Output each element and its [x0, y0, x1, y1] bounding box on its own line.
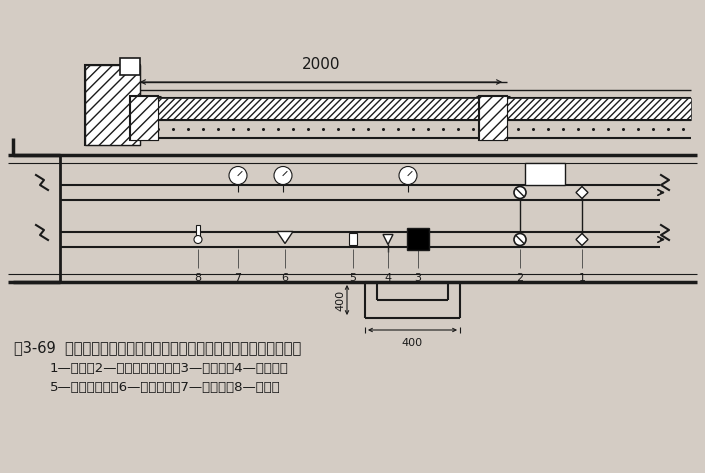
Bar: [196, 226, 200, 237]
Text: 图3-69  带热量表建筑物采暖入口装置安装示意图（室外地沟内安装）: 图3-69 带热量表建筑物采暖入口装置安装示意图（室外地沟内安装）: [14, 340, 301, 355]
Text: 1—闸阀；2—蝶阀（或闸阀）；3—热量表；4—泄水阀；: 1—闸阀；2—蝶阀（或闸阀）；3—热量表；4—泄水阀；: [50, 362, 289, 375]
Bar: [479, 96, 507, 140]
Bar: [85, 65, 140, 145]
Text: 2: 2: [517, 273, 524, 283]
Text: 400: 400: [335, 289, 345, 311]
Text: 7: 7: [235, 273, 242, 283]
Text: 6: 6: [281, 273, 288, 283]
Bar: [85, 65, 140, 145]
Bar: [525, 163, 565, 185]
Polygon shape: [383, 235, 393, 245]
Bar: [407, 228, 429, 251]
Polygon shape: [277, 231, 293, 244]
Text: 4: 4: [384, 273, 391, 283]
Text: 5: 5: [350, 273, 357, 283]
Bar: [349, 234, 357, 245]
Polygon shape: [576, 186, 588, 199]
Circle shape: [514, 234, 526, 245]
Text: 5—温度传感器；6—水过滤器；7—压力表；8—温度计: 5—温度传感器；6—水过滤器；7—压力表；8—温度计: [50, 381, 281, 394]
Circle shape: [229, 166, 247, 184]
Circle shape: [399, 166, 417, 184]
Circle shape: [274, 166, 292, 184]
Text: 8: 8: [195, 273, 202, 283]
Circle shape: [514, 186, 526, 199]
Bar: [130, 96, 158, 140]
Bar: [135, 98, 691, 120]
Bar: [130, 96, 158, 140]
Bar: [479, 96, 507, 140]
Text: 2000: 2000: [302, 57, 341, 72]
Text: 3: 3: [415, 273, 422, 283]
Polygon shape: [576, 234, 588, 245]
Text: 1: 1: [579, 273, 585, 283]
Text: 400: 400: [401, 338, 422, 348]
Bar: [120, 58, 140, 75]
Circle shape: [194, 236, 202, 244]
